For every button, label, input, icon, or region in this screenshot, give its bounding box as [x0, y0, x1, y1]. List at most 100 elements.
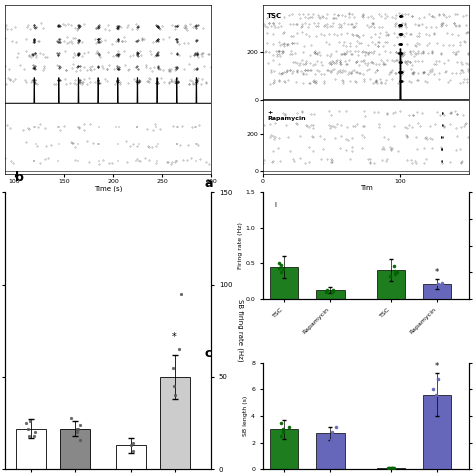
Point: [279, 69, 286, 77]
Point: [375, 60, 383, 67]
Point: [311, 60, 319, 68]
Point: [305, 20, 312, 28]
Point: [36, 159, 44, 167]
Point: [132, 157, 140, 164]
Point: [326, 124, 333, 131]
Point: [141, 36, 148, 43]
Point: [75, 50, 82, 57]
Point: [457, 124, 465, 131]
Point: [86, 65, 94, 73]
Point: [71, 35, 79, 42]
Point: [275, 47, 283, 55]
Point: [73, 67, 80, 74]
Point: [374, 42, 382, 50]
Point: [173, 140, 181, 148]
Point: [427, 122, 434, 129]
Point: [344, 136, 352, 143]
Point: [297, 59, 304, 67]
Point: [461, 120, 469, 128]
Point: [342, 43, 349, 50]
Point: [394, 80, 401, 87]
Point: [324, 155, 331, 163]
Point: [1, 63, 9, 70]
Point: [359, 47, 367, 55]
Point: [75, 36, 82, 44]
Point: [146, 75, 154, 82]
Point: [154, 49, 161, 57]
Point: [397, 68, 405, 75]
Point: [331, 124, 338, 131]
Point: [31, 123, 39, 131]
Point: [165, 79, 173, 86]
Point: [402, 60, 410, 67]
Point: [75, 124, 83, 132]
Point: [438, 133, 446, 141]
Point: [382, 157, 390, 165]
Point: [355, 47, 362, 55]
Point: [40, 63, 48, 70]
Point: [168, 75, 175, 83]
Point: [411, 57, 419, 65]
Point: [156, 65, 164, 73]
Point: [349, 30, 356, 37]
Point: [165, 65, 173, 73]
Point: [396, 77, 404, 85]
Point: [30, 22, 38, 29]
Point: [412, 159, 419, 167]
Point: [68, 39, 76, 46]
Point: [152, 143, 160, 150]
Point: [267, 66, 275, 74]
Point: [67, 79, 74, 87]
Bar: [377, 468, 405, 469]
Point: [351, 77, 359, 84]
Point: [460, 37, 467, 45]
Point: [11, 23, 18, 31]
Point: [423, 78, 431, 86]
Point: [354, 52, 362, 59]
Point: [67, 138, 75, 146]
Point: [183, 26, 191, 34]
Point: [432, 391, 439, 399]
Point: [432, 57, 439, 65]
Point: [114, 23, 122, 31]
Point: [408, 156, 415, 164]
Point: [398, 40, 405, 47]
Point: [3, 121, 10, 128]
Point: [406, 58, 414, 65]
Point: [320, 79, 328, 87]
Point: [453, 10, 461, 18]
Point: [396, 21, 403, 29]
Point: [12, 38, 20, 46]
Point: [449, 48, 457, 55]
Point: [310, 121, 317, 128]
Point: [55, 36, 63, 44]
Point: [135, 140, 143, 148]
Point: [330, 60, 338, 67]
Point: [191, 49, 199, 57]
Point: [438, 407, 445, 414]
Point: [396, 21, 403, 29]
Point: [196, 155, 203, 163]
Point: [55, 62, 62, 70]
Point: [407, 50, 414, 58]
Point: [101, 25, 109, 33]
Point: [173, 63, 180, 71]
Point: [69, 34, 77, 42]
Point: [74, 140, 82, 148]
Point: [306, 60, 314, 67]
Point: [134, 78, 141, 85]
Point: [447, 109, 454, 117]
Point: [395, 68, 403, 76]
Point: [76, 62, 84, 70]
Point: [74, 62, 82, 70]
Point: [129, 140, 137, 147]
Point: [303, 123, 311, 130]
Point: [154, 23, 161, 31]
Point: [181, 25, 189, 32]
Point: [381, 146, 388, 153]
Point: [360, 107, 367, 115]
Point: [75, 50, 82, 57]
Point: [32, 49, 39, 56]
Point: [98, 63, 106, 70]
Text: TSC: TSC: [267, 13, 282, 19]
